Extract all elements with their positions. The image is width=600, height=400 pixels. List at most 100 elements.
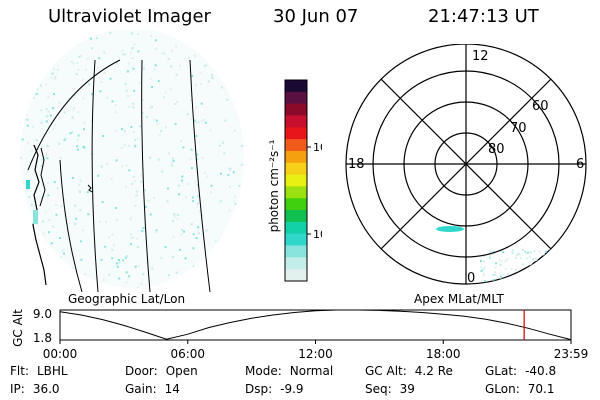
emission-pixel xyxy=(155,229,158,232)
colorbar-swatch xyxy=(285,91,307,105)
emission-pixel xyxy=(31,125,34,128)
emission-pixel xyxy=(181,229,184,232)
emission-pixel xyxy=(133,43,136,46)
emission-pixel xyxy=(171,256,174,259)
emission-pixel xyxy=(488,249,491,252)
geographic-map xyxy=(20,30,252,292)
emission-pixel xyxy=(491,250,494,253)
emission-pixel xyxy=(210,281,213,284)
emission-pixel xyxy=(201,267,204,270)
seq-value: 39 xyxy=(399,382,415,396)
emission-pixel xyxy=(211,77,214,80)
emission-pixel xyxy=(59,237,62,239)
emission-pixel xyxy=(40,49,43,52)
emission-pixel xyxy=(140,180,143,183)
emission-pixel xyxy=(248,273,250,275)
emission-pixel xyxy=(250,34,252,36)
filter-label: Flt: xyxy=(10,364,29,378)
emission-pixel xyxy=(233,129,236,132)
emission-pixel xyxy=(118,261,121,264)
emission-pixel xyxy=(81,30,84,33)
emission-pixel xyxy=(136,237,139,240)
emission-pixel xyxy=(132,102,135,105)
emission-pixel xyxy=(136,246,139,248)
emission-pixel xyxy=(134,144,136,147)
emission-pixel xyxy=(493,270,496,273)
emission-pixel xyxy=(249,38,251,40)
emission-pixel xyxy=(537,273,540,276)
dsp-value: -9.9 xyxy=(280,382,304,396)
emission-pixel xyxy=(55,255,58,257)
emission-pixel xyxy=(63,198,66,201)
emission-pixel xyxy=(535,276,538,278)
emission-pixel xyxy=(31,274,34,277)
emission-pixel xyxy=(499,275,502,278)
emission-pixel xyxy=(63,111,66,114)
emission-pixel xyxy=(127,276,130,279)
emission-pixel xyxy=(161,170,164,173)
emission-pixel xyxy=(26,118,29,121)
emission-pixel xyxy=(145,115,148,118)
emission-pixel xyxy=(150,77,153,80)
emission-pixel xyxy=(200,119,203,122)
emission-pixel xyxy=(114,104,117,106)
emission-pixel xyxy=(480,260,482,262)
emission-pixel xyxy=(500,260,503,263)
emission-pixel xyxy=(88,83,90,86)
emission-pixel xyxy=(492,278,495,281)
xtick-label: 00:00 xyxy=(43,347,78,361)
emission-pixel xyxy=(201,156,204,159)
emission-pixel xyxy=(166,200,169,203)
emission-pixel xyxy=(235,94,238,97)
polar-plot: 12 18 6 0 60 70 80 xyxy=(345,44,587,286)
emission-pixel xyxy=(130,51,132,54)
emission-pixel xyxy=(167,152,170,155)
emission-pixel xyxy=(154,39,157,42)
door-value: Open xyxy=(165,364,198,378)
emission-pixel xyxy=(173,213,176,216)
emission-pixel xyxy=(62,44,65,47)
xtick-label: 18:00 xyxy=(426,347,461,361)
emission-pixel xyxy=(130,233,133,236)
colorbar-swatches xyxy=(285,80,307,282)
emission-pixel xyxy=(176,213,179,216)
emission-pixel xyxy=(115,159,118,162)
emission-pixel xyxy=(172,157,174,160)
emission-pixel xyxy=(489,254,492,257)
emission-pixel xyxy=(151,267,154,270)
emission-pixel xyxy=(236,240,238,243)
emission-pixel xyxy=(52,128,55,131)
emission-pixel xyxy=(132,236,135,239)
emission-pixel xyxy=(49,219,52,222)
emission-pixel xyxy=(60,205,63,208)
lat-label-70: 70 xyxy=(510,121,527,136)
emission-pixel xyxy=(26,142,29,145)
date-label: 30 Jun 07 xyxy=(273,6,359,27)
emission-pixel xyxy=(48,255,51,258)
emission-pixel xyxy=(52,72,54,75)
emission-pixel xyxy=(43,257,46,260)
emission-pixel xyxy=(77,68,80,71)
emission-pixel xyxy=(179,64,181,67)
emission-pixel xyxy=(205,229,208,232)
emission-pixel xyxy=(250,87,252,89)
glon-status: GLon: 70.1 xyxy=(485,382,554,396)
seq-label: Seq: xyxy=(365,382,392,396)
emission-pixel xyxy=(182,284,185,287)
emission-pixel xyxy=(180,140,183,143)
coastline xyxy=(39,147,46,207)
emission-pixel xyxy=(139,125,142,128)
emission-pixel xyxy=(247,154,249,156)
emission-pixel xyxy=(241,188,244,191)
colorbar-swatch xyxy=(285,103,307,116)
emission-pixel xyxy=(530,259,533,262)
emission-pixel xyxy=(26,188,29,191)
emission-pixel xyxy=(28,39,31,42)
emission-pixel xyxy=(145,205,147,208)
emission-pixel xyxy=(76,138,79,141)
emission-pixel xyxy=(72,62,75,65)
emission-pixel xyxy=(47,182,49,184)
emission-pixel xyxy=(242,237,244,240)
emission-pixel xyxy=(175,271,178,274)
emission-pixel xyxy=(56,269,59,272)
